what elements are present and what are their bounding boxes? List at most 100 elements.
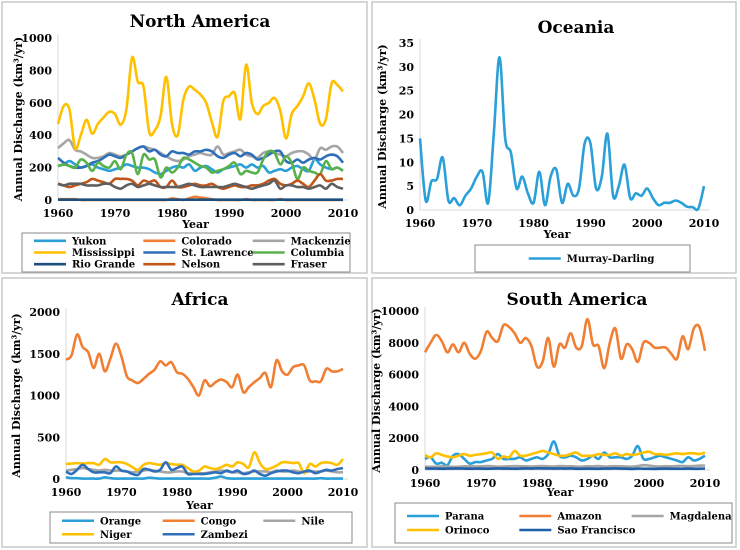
x-tick-label: 1980 (157, 207, 188, 220)
panel-north-america: North America 0 200 400 600 800 1000 1960 1970 19… (1, 1, 368, 274)
y-tick-label: 0 (52, 473, 60, 486)
y-tick-label: 0 (406, 204, 414, 217)
x-tick-label: 1970 (461, 217, 492, 230)
y-tick-label: 20 (399, 109, 415, 122)
legend-item: Murray-Darling (528, 254, 655, 265)
legend-item: Amazon (519, 512, 603, 523)
legend-label: Yukon (71, 236, 107, 247)
legend-item: Parana (407, 512, 485, 523)
series-line-amazon (423, 317, 707, 370)
x-tick-label: 1960 (405, 217, 436, 230)
legend-label: Nelson (181, 260, 221, 271)
chart-title: Oceania (538, 18, 615, 38)
legend-box (394, 502, 733, 544)
x-tick-label: 1970 (466, 477, 497, 490)
y-tick-label: 5 (406, 180, 414, 193)
y-tick-label: 4000 (388, 400, 419, 413)
chart-title: Africa (171, 290, 229, 310)
x-tick-label: 1970 (106, 486, 137, 499)
legend-label: Nile (301, 516, 324, 527)
legend-item: Mackenzie (252, 236, 351, 247)
x-tick-label: 1960 (51, 486, 82, 499)
y-axis-label: Annual Discharge (km³/yr) (12, 37, 25, 202)
legend: Murray-Darling (474, 244, 691, 273)
series-line-fraser (57, 179, 344, 191)
legend-label: Colorado (181, 236, 232, 247)
y-tick-label: 0 (44, 194, 52, 207)
series-line-parana (424, 440, 706, 467)
x-tick-label: 1990 (214, 207, 245, 220)
x-tick-label: 1990 (217, 486, 248, 499)
series-line-congo (65, 333, 344, 397)
legend-item: Colorado (143, 236, 232, 247)
series-line-zambezi (65, 461, 344, 478)
legend-item: Magdalena (631, 512, 732, 523)
y-tick-label: 8000 (388, 337, 419, 350)
legend-item: Nelson (143, 260, 221, 271)
legend-box (49, 511, 353, 544)
x-axis-label: Year (546, 486, 574, 499)
x-tick-label: 1990 (575, 217, 606, 230)
legend-label: Niger (100, 530, 132, 541)
x-tick-label: 2000 (272, 486, 303, 499)
legend-label: Rio Grande (72, 260, 135, 271)
y-tick-label: 25 (399, 85, 414, 98)
series-line-yukon (57, 158, 344, 176)
series-line-niger (65, 451, 344, 475)
legend-item: Congo (162, 516, 237, 527)
y-tick-label: 15 (399, 132, 414, 145)
legend-label: Orange (100, 516, 141, 527)
x-tick-label: 2000 (632, 217, 663, 230)
legend-label: Murray-Darling (567, 254, 655, 265)
y-tick-label: 600 (29, 97, 52, 110)
y-tick-label: 1000 (29, 390, 60, 403)
legend-item: Zambezi (162, 530, 248, 541)
y-tick-label: 400 (29, 129, 52, 142)
y-tick-label: 1000 (21, 32, 52, 45)
legend-box (21, 232, 351, 273)
x-tick-label: 2000 (634, 477, 665, 490)
legend-item: Orange (62, 516, 141, 527)
legend: Orange Congo Nile Niger Zambezi (49, 511, 353, 544)
x-axis-label: Year (543, 228, 571, 241)
x-tick-label: 1990 (578, 477, 609, 490)
legend-item: Columbia (252, 248, 345, 259)
x-axis-label: Year (185, 499, 213, 512)
legend-label: Zambezi (201, 530, 248, 541)
y-tick-label: 6000 (388, 369, 419, 382)
legend-item: Mississippi (34, 248, 135, 259)
series-line-orinoco (424, 449, 706, 461)
legend-label: Columbia (291, 248, 345, 259)
legend-label: Mississippi (72, 248, 135, 259)
series-line-columbia (57, 149, 344, 181)
legend-item: Rio Grande (34, 260, 135, 271)
series-line-orange (65, 475, 343, 480)
legend-item: Nile (263, 516, 324, 527)
legend-item: St. Lawrence (143, 248, 254, 259)
legend-item: Fraser (252, 260, 328, 271)
legend: Yukon Colorado Mackenzie Mississippi St. Law… (21, 232, 351, 273)
y-tick-label: 10 (399, 156, 415, 169)
x-axis-label: Year (181, 218, 209, 231)
legend-box (474, 244, 691, 273)
chart-title: North America (130, 12, 271, 32)
legend-label: Amazon (556, 512, 602, 523)
x-tick-label: 2010 (690, 477, 721, 490)
y-tick-label: 30 (399, 61, 415, 74)
y-tick-label: 1500 (29, 348, 60, 361)
x-tick-label: 2010 (328, 486, 359, 499)
panel-africa: Africa 0 500 1000 1500 2000 1960 1970 1980 1990 20… (1, 277, 368, 548)
series-line-sao-francisco (424, 466, 706, 471)
series-line-magdalena (424, 463, 706, 469)
x-tick-label: 2010 (328, 207, 359, 220)
legend-label: Parana (445, 512, 485, 523)
x-tick-label: 1980 (518, 217, 549, 230)
legend-item: Niger (62, 530, 132, 541)
x-tick-label: 1960 (43, 207, 74, 220)
y-tick-label: 10000 (381, 305, 420, 318)
y-axis-label: Annual Discharge (km³/yr) (376, 44, 389, 209)
series-line-murray-darling (418, 55, 706, 212)
legend-item: Orinoco (407, 526, 490, 537)
legend-label: Fraser (291, 260, 328, 271)
